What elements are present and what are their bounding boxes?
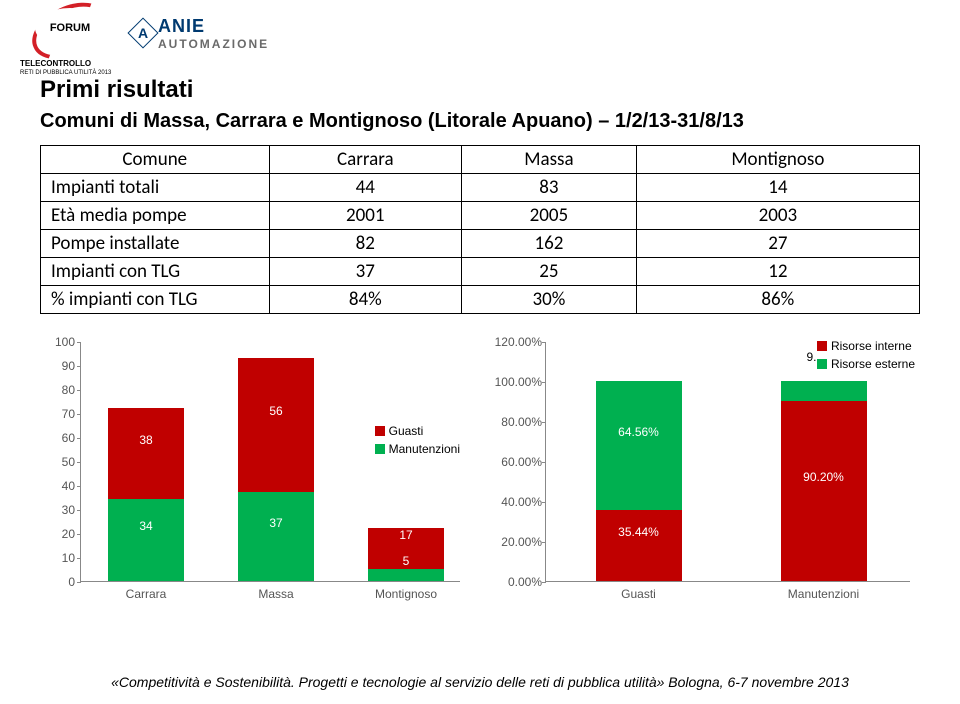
table-cell: % impianti con TLG bbox=[41, 286, 270, 314]
x-tick-label: Montignoso bbox=[375, 587, 437, 601]
table-cell: 162 bbox=[462, 230, 637, 258]
table-cell: 12 bbox=[636, 258, 919, 286]
bar-manutenzioni bbox=[238, 492, 314, 581]
y-tick-label: 100.00% bbox=[494, 375, 542, 389]
table-cell: 2005 bbox=[462, 202, 637, 230]
table-cell: 25 bbox=[462, 258, 637, 286]
y-tick-label: 0.00% bbox=[494, 575, 542, 589]
chart-legend: GuastiManutenzioni bbox=[375, 422, 460, 458]
bar-label: 34 bbox=[108, 519, 184, 533]
bar-label: 56 bbox=[238, 404, 314, 418]
bar-label: 17 bbox=[368, 528, 444, 542]
legend-item: Risorse interne bbox=[817, 337, 915, 355]
table-cell: 30% bbox=[462, 286, 637, 314]
table-cell: 86% bbox=[636, 286, 919, 314]
bar-label: 5 bbox=[368, 554, 444, 568]
y-tick-label: 20.00% bbox=[494, 535, 542, 549]
bar-manutenzioni bbox=[368, 569, 444, 581]
y-tick-label: 50 bbox=[43, 455, 75, 469]
table-cell: Impianti con TLG bbox=[41, 258, 270, 286]
y-tick-label: 60.00% bbox=[494, 455, 542, 469]
y-tick-label: 30 bbox=[43, 503, 75, 517]
table-cell: 44 bbox=[269, 174, 462, 202]
x-tick-label: Manutenzioni bbox=[788, 587, 859, 601]
legend-item: Guasti bbox=[375, 422, 460, 440]
table-cell: 84% bbox=[269, 286, 462, 314]
y-tick-label: 0 bbox=[43, 575, 75, 589]
page-subtitle: Comuni di Massa, Carrara e Montignoso (L… bbox=[40, 110, 920, 133]
table-header-cell: Massa bbox=[462, 146, 637, 174]
table-cell: 14 bbox=[636, 174, 919, 202]
table-cell: Impianti totali bbox=[41, 174, 270, 202]
table-header-cell: Montignoso bbox=[636, 146, 919, 174]
y-tick-label: 40 bbox=[43, 479, 75, 493]
x-tick-label: Massa bbox=[258, 587, 293, 601]
legend-item: Manutenzioni bbox=[375, 440, 460, 458]
data-table: ComuneCarraraMassaMontignoso Impianti tot… bbox=[40, 145, 920, 314]
legend-item: Risorse esterne bbox=[817, 355, 915, 373]
table-cell: Pompe installate bbox=[41, 230, 270, 258]
bar-manutenzioni bbox=[108, 499, 184, 581]
bar-label: 35.44% bbox=[596, 525, 682, 539]
table-cell: 83 bbox=[462, 174, 637, 202]
y-tick-label: 120.00% bbox=[494, 335, 542, 349]
bar-guasti bbox=[108, 408, 184, 499]
anie-logo: A ANIE AUTOMAZIONE bbox=[132, 16, 269, 51]
anie-main: ANIE bbox=[158, 16, 269, 37]
y-tick-label: 80.00% bbox=[494, 415, 542, 429]
table-cell: Età media pompe bbox=[41, 202, 270, 230]
x-tick-label: Carrara bbox=[126, 587, 167, 601]
x-tick-label: Guasti bbox=[621, 587, 656, 601]
y-tick-label: 70 bbox=[43, 407, 75, 421]
table-header-cell: Comune bbox=[41, 146, 270, 174]
table-header-cell: Carrara bbox=[269, 146, 462, 174]
table-cell: 2001 bbox=[269, 202, 462, 230]
bar-esterne bbox=[781, 381, 867, 401]
chart-guasti-manutenzioni: 0 10 20 30 40 50 60 70 80 90 100 34 38 Carrara 37 56 Mas… bbox=[40, 332, 470, 612]
y-tick-label: 100 bbox=[43, 335, 75, 349]
chart-legend: Risorse interneRisorse esterne bbox=[817, 337, 915, 373]
y-tick-label: 80 bbox=[43, 383, 75, 397]
y-tick-label: 60 bbox=[43, 431, 75, 445]
table-cell: 37 bbox=[269, 258, 462, 286]
bar-esterne bbox=[596, 381, 682, 510]
reti-label: RETI DI PUBBLICA UTILITÀ 2013 bbox=[20, 70, 111, 76]
page-title: Primi risultati bbox=[40, 76, 920, 104]
bar-guasti bbox=[238, 358, 314, 492]
y-tick-label: 20 bbox=[43, 527, 75, 541]
bar-interne bbox=[596, 510, 682, 581]
bar-interne bbox=[781, 401, 867, 581]
y-tick-label: 10 bbox=[43, 551, 75, 565]
forum-logo: FORUM TELECONTROLLO RETI DI PUBBLICA UTI… bbox=[20, 8, 120, 58]
y-tick-label: 90 bbox=[43, 359, 75, 373]
bar-label: 37 bbox=[238, 516, 314, 530]
header: FORUM TELECONTROLLO RETI DI PUBBLICA UTI… bbox=[0, 0, 960, 66]
bar-label: 38 bbox=[108, 433, 184, 447]
telecontrollo-label: TELECONTROLLO bbox=[20, 59, 91, 68]
chart-risorse: 0.00% 20.00% 40.00% 60.00% 80.00% 100.00% 120.… bbox=[490, 332, 920, 612]
bar-label: 64.56% bbox=[596, 425, 682, 439]
table-cell: 2003 bbox=[636, 202, 919, 230]
footer-text: «Competitività e Sostenibilità. Progetti… bbox=[0, 674, 960, 690]
anie-sub: AUTOMAZIONE bbox=[158, 37, 269, 51]
content: Primi risultati Comuni di Massa, Carrara… bbox=[0, 66, 960, 612]
table-cell: 27 bbox=[636, 230, 919, 258]
forum-label: FORUM bbox=[50, 22, 90, 34]
table-cell: 82 bbox=[269, 230, 462, 258]
bar-label: 90.20% bbox=[781, 470, 867, 484]
y-tick-label: 40.00% bbox=[494, 495, 542, 509]
